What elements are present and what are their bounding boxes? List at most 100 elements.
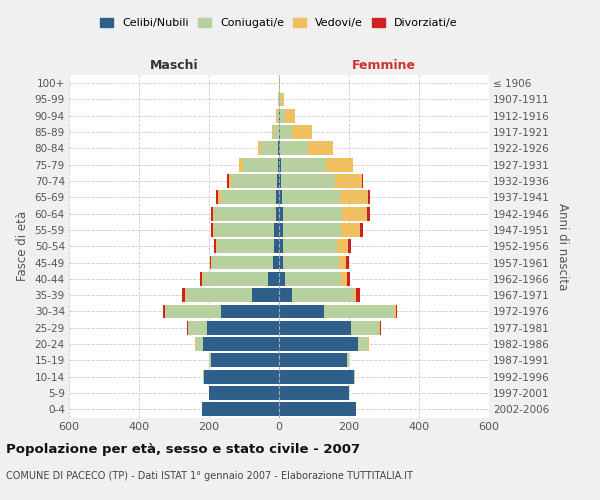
Bar bbox=[211, 206, 212, 220]
Bar bbox=[274, 125, 278, 139]
Bar bbox=[277, 174, 279, 188]
Bar bbox=[283, 206, 342, 220]
Bar bbox=[239, 158, 242, 172]
Bar bbox=[279, 142, 280, 156]
Bar bbox=[274, 223, 279, 237]
Bar bbox=[367, 206, 370, 220]
Bar bbox=[202, 272, 203, 286]
Bar bbox=[210, 256, 211, 270]
Bar bbox=[347, 354, 349, 368]
Bar bbox=[340, 190, 368, 204]
Bar bbox=[395, 304, 397, 318]
Bar bbox=[348, 240, 351, 253]
Bar bbox=[272, 125, 274, 139]
Bar bbox=[163, 304, 164, 318]
Bar bbox=[362, 174, 364, 188]
Bar bbox=[380, 321, 381, 334]
Bar bbox=[207, 321, 279, 334]
Bar bbox=[324, 304, 394, 318]
Bar bbox=[281, 92, 284, 106]
Bar bbox=[276, 109, 277, 122]
Bar bbox=[204, 370, 279, 384]
Bar bbox=[258, 142, 261, 156]
Bar bbox=[274, 240, 279, 253]
Bar bbox=[278, 92, 279, 106]
Bar bbox=[221, 190, 276, 204]
Bar bbox=[283, 240, 337, 253]
Bar bbox=[261, 142, 278, 156]
Bar bbox=[279, 272, 286, 286]
Bar bbox=[346, 256, 349, 270]
Bar bbox=[279, 174, 281, 188]
Bar bbox=[186, 288, 252, 302]
Bar bbox=[202, 402, 279, 416]
Bar bbox=[268, 272, 279, 286]
Bar bbox=[278, 158, 279, 172]
Bar bbox=[203, 272, 268, 286]
Bar bbox=[200, 272, 202, 286]
Bar bbox=[356, 288, 360, 302]
Bar bbox=[360, 223, 363, 237]
Bar bbox=[353, 288, 356, 302]
Bar bbox=[164, 304, 165, 318]
Bar bbox=[212, 206, 214, 220]
Bar bbox=[280, 125, 292, 139]
Bar bbox=[358, 337, 368, 351]
Bar bbox=[217, 240, 274, 253]
Bar bbox=[308, 142, 332, 156]
Bar bbox=[282, 190, 340, 204]
Bar bbox=[209, 354, 211, 368]
Bar bbox=[351, 321, 379, 334]
Bar bbox=[214, 206, 275, 220]
Bar bbox=[281, 158, 326, 172]
Bar bbox=[188, 321, 207, 334]
Bar bbox=[280, 109, 285, 122]
Bar bbox=[283, 223, 341, 237]
Bar bbox=[354, 370, 355, 384]
Bar bbox=[279, 240, 283, 253]
Legend: Celibi/Nubili, Coniugati/e, Vedovi/e, Divorziati/e: Celibi/Nubili, Coniugati/e, Vedovi/e, Di… bbox=[98, 16, 460, 30]
Bar bbox=[279, 288, 292, 302]
Bar bbox=[217, 190, 218, 204]
Bar bbox=[326, 158, 353, 172]
Bar bbox=[279, 206, 283, 220]
Bar bbox=[279, 386, 349, 400]
Bar bbox=[379, 321, 380, 334]
Bar bbox=[279, 109, 280, 122]
Bar bbox=[203, 337, 279, 351]
Bar bbox=[185, 288, 186, 302]
Bar bbox=[394, 304, 395, 318]
Bar bbox=[213, 223, 214, 237]
Bar bbox=[279, 402, 356, 416]
Bar bbox=[229, 174, 232, 188]
Bar bbox=[286, 272, 341, 286]
Bar bbox=[216, 240, 217, 253]
Bar bbox=[341, 272, 347, 286]
Bar bbox=[196, 337, 203, 351]
Bar bbox=[277, 109, 279, 122]
Bar bbox=[280, 142, 308, 156]
Bar bbox=[214, 223, 274, 237]
Bar bbox=[279, 190, 282, 204]
Bar bbox=[209, 386, 279, 400]
Bar bbox=[279, 76, 280, 90]
Text: COMUNE DI PACECO (TP) - Dati ISTAT 1° gennaio 2007 - Elaborazione TUTTITALIA.IT: COMUNE DI PACECO (TP) - Dati ISTAT 1° ge… bbox=[6, 471, 413, 481]
Text: Popolazione per età, sesso e stato civile - 2007: Popolazione per età, sesso e stato civil… bbox=[6, 442, 360, 456]
Bar bbox=[218, 190, 221, 204]
Text: Femmine: Femmine bbox=[352, 58, 416, 71]
Bar bbox=[279, 321, 351, 334]
Bar bbox=[214, 240, 216, 253]
Bar bbox=[279, 304, 324, 318]
Bar bbox=[335, 174, 362, 188]
Bar bbox=[279, 92, 281, 106]
Y-axis label: Anni di nascita: Anni di nascita bbox=[556, 202, 569, 290]
Bar bbox=[341, 223, 360, 237]
Bar bbox=[279, 354, 347, 368]
Bar bbox=[339, 256, 346, 270]
Bar bbox=[252, 288, 279, 302]
Bar bbox=[275, 206, 279, 220]
Text: Maschi: Maschi bbox=[149, 58, 199, 71]
Bar bbox=[212, 256, 274, 270]
Bar bbox=[165, 304, 221, 318]
Bar bbox=[276, 190, 279, 204]
